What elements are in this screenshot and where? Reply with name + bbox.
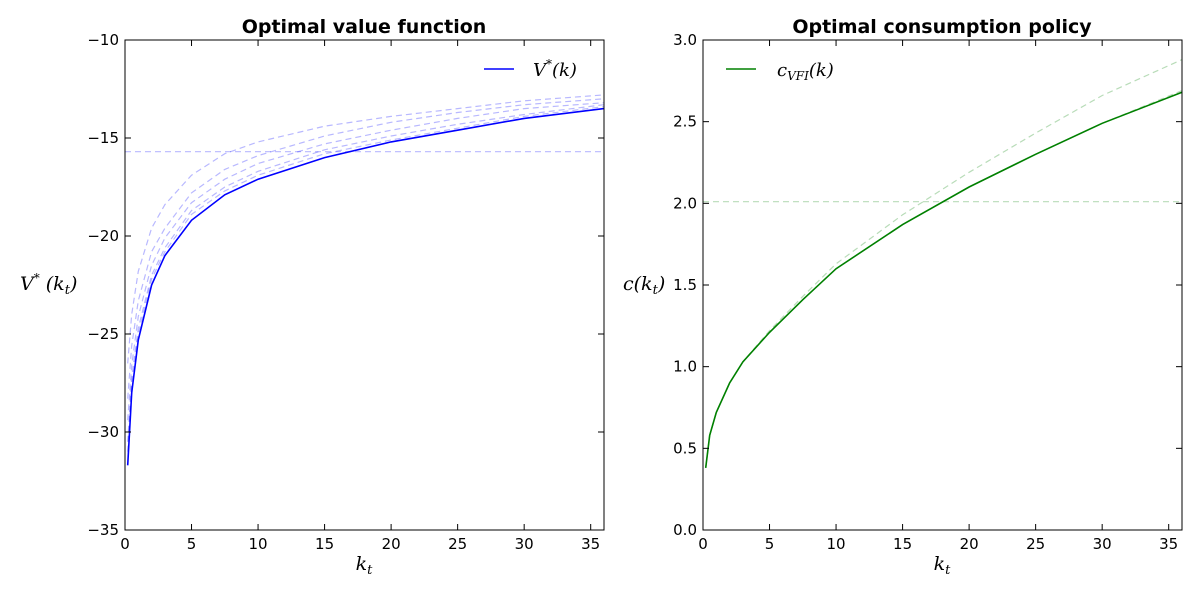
consumption-policy-x-tick-label: 10 (827, 535, 846, 553)
value-function-panel: Optimal value function 0 5 10 15 20 25 30 35 −35… (20, 16, 605, 578)
consumption-policy-ticks: 0 5 10 15 20 25 30 35 0.0 0.5 1.0 1.5 2.0 2.5 3.0 (673, 31, 1182, 553)
value-function-x-tick-label: 10 (249, 535, 268, 553)
value-function-iterate-line-5 (127, 106, 604, 452)
value-function-axes-frame (124, 39, 605, 531)
value-function-iterate-line-3 (127, 102, 604, 421)
consumption-policy-x-tick-label: 15 (893, 535, 912, 553)
value-function-x-tick-label: 35 (581, 535, 600, 553)
consumption-policy-legend-label: cVFI(k) (777, 60, 834, 83)
consumption-policy-y-axis-label: c(kt) (623, 273, 665, 298)
value-function-title: Optimal value function (242, 16, 487, 38)
value-function-y-tick-label: −30 (87, 423, 119, 441)
consumption-policy-y-tick-label: 0.5 (673, 439, 697, 457)
value-function-y-tick-label: −10 (87, 31, 119, 49)
consumption-policy-x-tick-label: 35 (1159, 535, 1178, 553)
value-function-series-line (126, 107, 604, 466)
consumption-policy-y-tick-label: 1.0 (673, 358, 697, 376)
consumption-policy-y-tick-label: 0.0 (673, 521, 697, 539)
consumption-policy-panel: Optimal consumption policy 0 5 10 15 20 25 30 3… (623, 16, 1183, 578)
consumption-policy-iterate-line-1 (705, 59, 1182, 468)
consumption-policy-y-tick-label: 2.5 (673, 113, 697, 131)
value-function-plot-area (125, 94, 604, 466)
consumption-policy-plot-area (703, 59, 1182, 468)
consumption-policy-x-tick-label: 5 (765, 535, 775, 553)
value-function-x-tick-label: 30 (515, 535, 534, 553)
consumption-policy-x-tick-label: 0 (698, 535, 708, 553)
consumption-policy-y-tick-label: 3.0 (673, 31, 697, 49)
consumption-policy-x-tick-label: 20 (960, 535, 979, 553)
consumption-policy-axes-frame (702, 39, 1183, 531)
consumption-policy-x-tick-label: 25 (1026, 535, 1045, 553)
consumption-policy-x-tick-label: 30 (1093, 535, 1112, 553)
value-function-y-tick-label: −15 (87, 129, 119, 147)
consumption-policy-x-axis-label: kt (934, 553, 952, 578)
value-function-y-tick-label: −20 (87, 227, 119, 245)
consumption-policy-y-tick-label: 2.0 (673, 194, 697, 212)
value-function-x-tick-label: 5 (187, 535, 197, 553)
consumption-policy-y-tick-label: 1.5 (673, 276, 697, 294)
value-function-legend-label: V*(k) (533, 57, 577, 81)
consumption-policy-iterate-line-2 (705, 90, 1182, 468)
value-function-iterate-line-4 (127, 104, 604, 442)
consumption-policy-title: Optimal consumption policy (792, 16, 1092, 38)
value-function-x-tick-label: 0 (120, 535, 130, 553)
value-function-ticks: 0 5 10 15 20 25 30 35 −35 −30 −25 −20 −15 −10 (87, 31, 604, 553)
value-function-y-axis-label: V* (kt) (20, 271, 77, 298)
value-function-x-tick-label: 15 (315, 535, 334, 553)
value-function-y-tick-label: −35 (87, 521, 119, 539)
consumption-policy-series-line (704, 91, 1182, 468)
value-function-x-tick-label: 25 (448, 535, 467, 553)
value-function-iterate-line-2 (127, 98, 604, 399)
value-function-iterate-line-1 (127, 94, 604, 364)
value-function-x-tick-label: 20 (382, 535, 401, 553)
value-function-x-axis-label: kt (356, 553, 374, 578)
value-function-y-tick-label: −25 (87, 325, 119, 343)
